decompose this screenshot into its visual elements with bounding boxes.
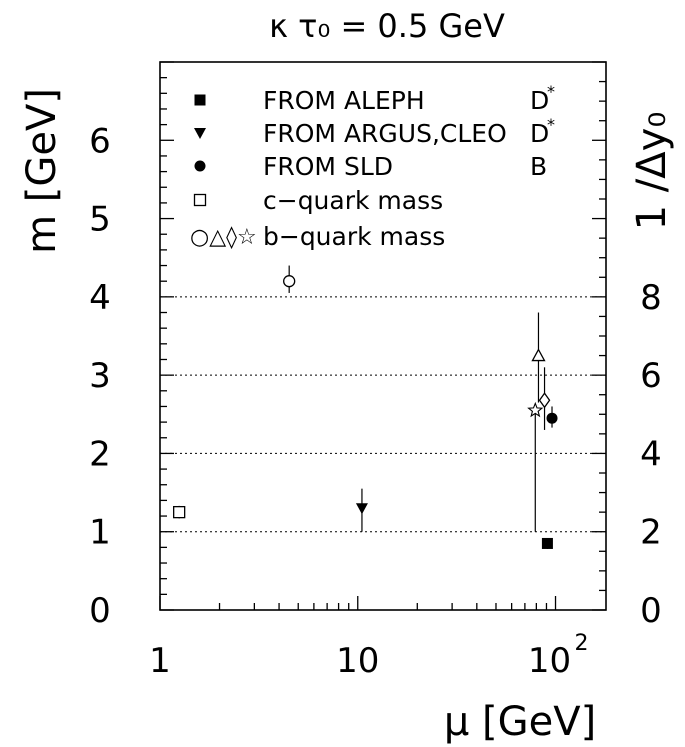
data-point — [541, 537, 553, 549]
y2-tick-label: 4 — [640, 434, 662, 474]
y-tick-label: 1 — [89, 513, 111, 553]
legend-label: b−quark mass — [263, 222, 445, 251]
marker-circle-filled — [546, 412, 558, 424]
marker-square-filled — [194, 94, 206, 106]
y-tick-label: 6 — [89, 121, 111, 161]
legend-tag: D — [530, 119, 549, 148]
y-axis-ticks: 0 1 2 3 4 5 6 — [89, 61, 174, 631]
y2-tick-label: 6 — [640, 356, 662, 396]
marker-diamond-open — [538, 392, 551, 409]
y2-axis-ticks: 0 2 4 6 8 — [592, 61, 662, 631]
legend-item: ○△◊☆ b−quark mass — [190, 222, 445, 251]
y-tick-label: 0 — [89, 591, 111, 631]
y-tick-label: 5 — [89, 200, 111, 240]
legend-tag-sup: * — [547, 82, 555, 101]
grid-lines — [160, 296, 606, 533]
y2-tick-label: 2 — [640, 513, 662, 553]
marker-square-open — [193, 193, 207, 207]
data-point — [527, 401, 544, 532]
marker-triangle-down — [194, 128, 206, 139]
x-tick-label: 1 — [149, 641, 171, 681]
marker-square-filled — [541, 537, 553, 549]
legend-symbol: ○△◊☆ — [190, 225, 257, 250]
legend-tag: D — [530, 86, 549, 115]
legend-item: FROM ARGUS,CLEO D* — [194, 115, 555, 148]
legend-label: FROM ARGUS,CLEO — [263, 119, 507, 148]
legend-tag-sup: * — [547, 115, 555, 134]
y-tick-label: 2 — [89, 434, 111, 474]
data-point — [531, 312, 546, 403]
legend-label: FROM SLD — [263, 152, 393, 181]
data-point — [546, 406, 558, 428]
data-point — [355, 488, 368, 532]
marker-triangle-down — [355, 503, 368, 515]
legend-item: c−quark mass — [193, 186, 443, 215]
y2-axis-label: 1 /Δy₀ — [629, 112, 675, 231]
marker-square-open — [173, 505, 186, 519]
marker-circle-open — [283, 275, 296, 288]
marker-triangle-open — [531, 348, 546, 362]
x-tick-label: 10 — [528, 641, 571, 681]
x-axis-label: μ [GeV] — [444, 699, 596, 745]
x-tick-label: 10 — [336, 641, 379, 681]
y-axis-label: m [GeV] — [19, 88, 65, 254]
data-point — [283, 265, 296, 293]
x-tick-exponent: 2 — [575, 631, 589, 656]
legend-label: FROM ALEPH — [263, 86, 425, 115]
chart-title: κ τ₀ = 0.5 GeV — [269, 7, 505, 45]
marker-circle-filled — [194, 160, 206, 172]
legend-item: FROM SLD B — [194, 152, 547, 181]
y2-tick-label: 8 — [640, 278, 662, 318]
marker-star-open — [527, 401, 544, 418]
legend-tag: B — [530, 152, 547, 181]
data-point — [173, 505, 186, 519]
data-point — [538, 367, 551, 430]
x-axis-ticks: 1 10 10 2 — [149, 596, 589, 681]
legend-label: c−quark mass — [263, 186, 443, 215]
legend: FROM ALEPH D*FROM ARGUS,CLEO D*FROM SLD Bc−… — [190, 82, 555, 251]
y2-tick-label: 0 — [640, 591, 662, 631]
y-tick-label: 4 — [89, 278, 111, 318]
data-points — [173, 265, 558, 549]
y-tick-label: 3 — [89, 356, 111, 396]
legend-item: FROM ALEPH D* — [194, 82, 555, 115]
